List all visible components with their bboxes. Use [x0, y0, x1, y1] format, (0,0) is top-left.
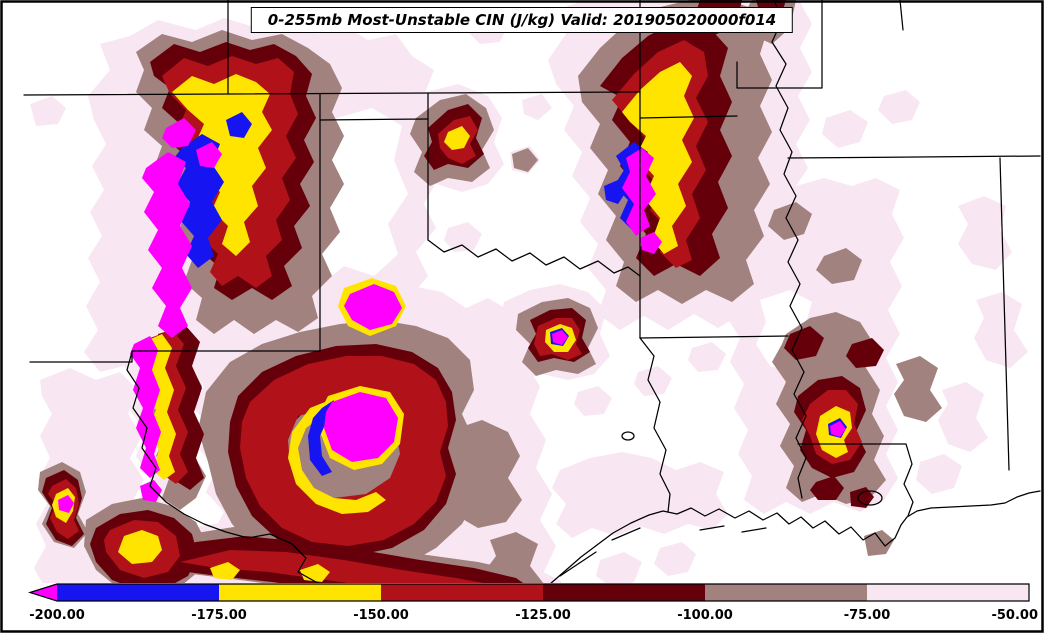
- contour-region: [604, 180, 626, 204]
- contour-region: [864, 530, 894, 556]
- border-la-ms-31n: [797, 443, 914, 517]
- border-tx-la: [639, 337, 671, 513]
- border-ms-al: [999, 157, 1010, 471]
- contour-region: [444, 222, 482, 252]
- colorbar-segment-blue: [57, 584, 219, 601]
- contour-region: [822, 110, 868, 148]
- border-nm-mexico: [29, 351, 133, 363]
- border-corner-ne: [736, 0, 823, 89]
- state-borders: [23, 0, 1041, 633]
- contour-region: [118, 530, 162, 564]
- contour-region: [830, 421, 846, 437]
- colorbar-segment-red: [381, 584, 543, 601]
- colorbar-segment-maroon: [543, 584, 705, 601]
- colorbar-tick-label: -50.00: [991, 608, 1038, 623]
- map-title: 0-255mb Most-Unstable CIN (J/kg) Valid: …: [250, 7, 794, 33]
- contour-region: [340, 54, 380, 84]
- contour-region: [622, 148, 656, 236]
- contour-region: [512, 148, 538, 172]
- colorbar-tick-label: -150.00: [353, 608, 409, 623]
- contour-region: [916, 454, 962, 494]
- contour-region: [552, 452, 728, 538]
- colorbar-tick-label: -125.00: [515, 608, 571, 623]
- border-mississippi-river: [771, 0, 807, 499]
- colorbar-segment-mauve: [705, 584, 867, 601]
- border-panhandle-south: [319, 118, 429, 121]
- contour-region: [974, 292, 1028, 368]
- contour-region: [444, 420, 522, 528]
- colorbar-tick-label: -100.00: [677, 608, 733, 623]
- lake-pontchartrain: [857, 490, 883, 506]
- colorbar-segment-yellow: [219, 584, 381, 601]
- contour-region: [226, 112, 252, 138]
- contour-region: [344, 284, 402, 330]
- contour-region: [850, 487, 874, 508]
- contour-region: [958, 196, 1012, 270]
- barrier-island-1: [559, 551, 597, 577]
- colorbar-left-arrow: [30, 584, 57, 601]
- contour-region: [130, 336, 161, 478]
- gulf-coastline: [499, 490, 1041, 633]
- contour-region: [784, 326, 824, 360]
- lake-outline-1: [621, 431, 635, 441]
- contour-region: [574, 386, 612, 416]
- contour-region: [846, 338, 884, 368]
- contour-region: [654, 542, 696, 576]
- border-ar-la: [639, 335, 789, 339]
- contour-region: [140, 480, 162, 502]
- contour-region: [30, 96, 66, 126]
- colorbar-tick-label: -200.00: [29, 608, 85, 623]
- contour-region: [878, 90, 920, 124]
- contour-region: [938, 382, 988, 452]
- barrier-island-4: [741, 527, 767, 533]
- contour-region: [688, 342, 726, 372]
- contour-region: [288, 400, 386, 514]
- colorbar-outline: [28, 583, 1030, 602]
- border-37n: [23, 91, 641, 96]
- contour-region: [142, 334, 176, 480]
- contour-region: [768, 202, 812, 240]
- contour-region: [162, 118, 196, 148]
- contour-region: [210, 562, 240, 580]
- contour-region: [58, 495, 74, 513]
- contour-region: [444, 126, 470, 150]
- contour-region: [324, 392, 398, 462]
- contour-region: [640, 232, 662, 254]
- contour-region: [522, 94, 552, 120]
- colorbar: -200.00 -175.00 -150.00 -125.00 -100.00 …: [28, 583, 1038, 623]
- contour-region: [894, 356, 942, 422]
- border-ky-short: [899, 0, 904, 31]
- colorbar-segment-pink: [867, 584, 1029, 601]
- border-red-river: [427, 239, 641, 277]
- border-mo-ar: [639, 115, 738, 119]
- contour-region: [142, 152, 192, 338]
- contour-region: [816, 248, 862, 284]
- border-tn-ms: [787, 155, 1041, 159]
- contour-level-200: [58, 118, 846, 513]
- contour-region: [552, 330, 568, 345]
- barrier-island-3: [699, 525, 725, 531]
- colorbar-tick-label: -175.00: [191, 608, 247, 623]
- contour-region: [634, 366, 672, 396]
- barrier-island-2: [611, 527, 641, 541]
- contour-region: [196, 142, 222, 168]
- colorbar-tick-label: -75.00: [844, 608, 891, 623]
- contour-region: [810, 476, 844, 500]
- contour-region: [596, 552, 642, 588]
